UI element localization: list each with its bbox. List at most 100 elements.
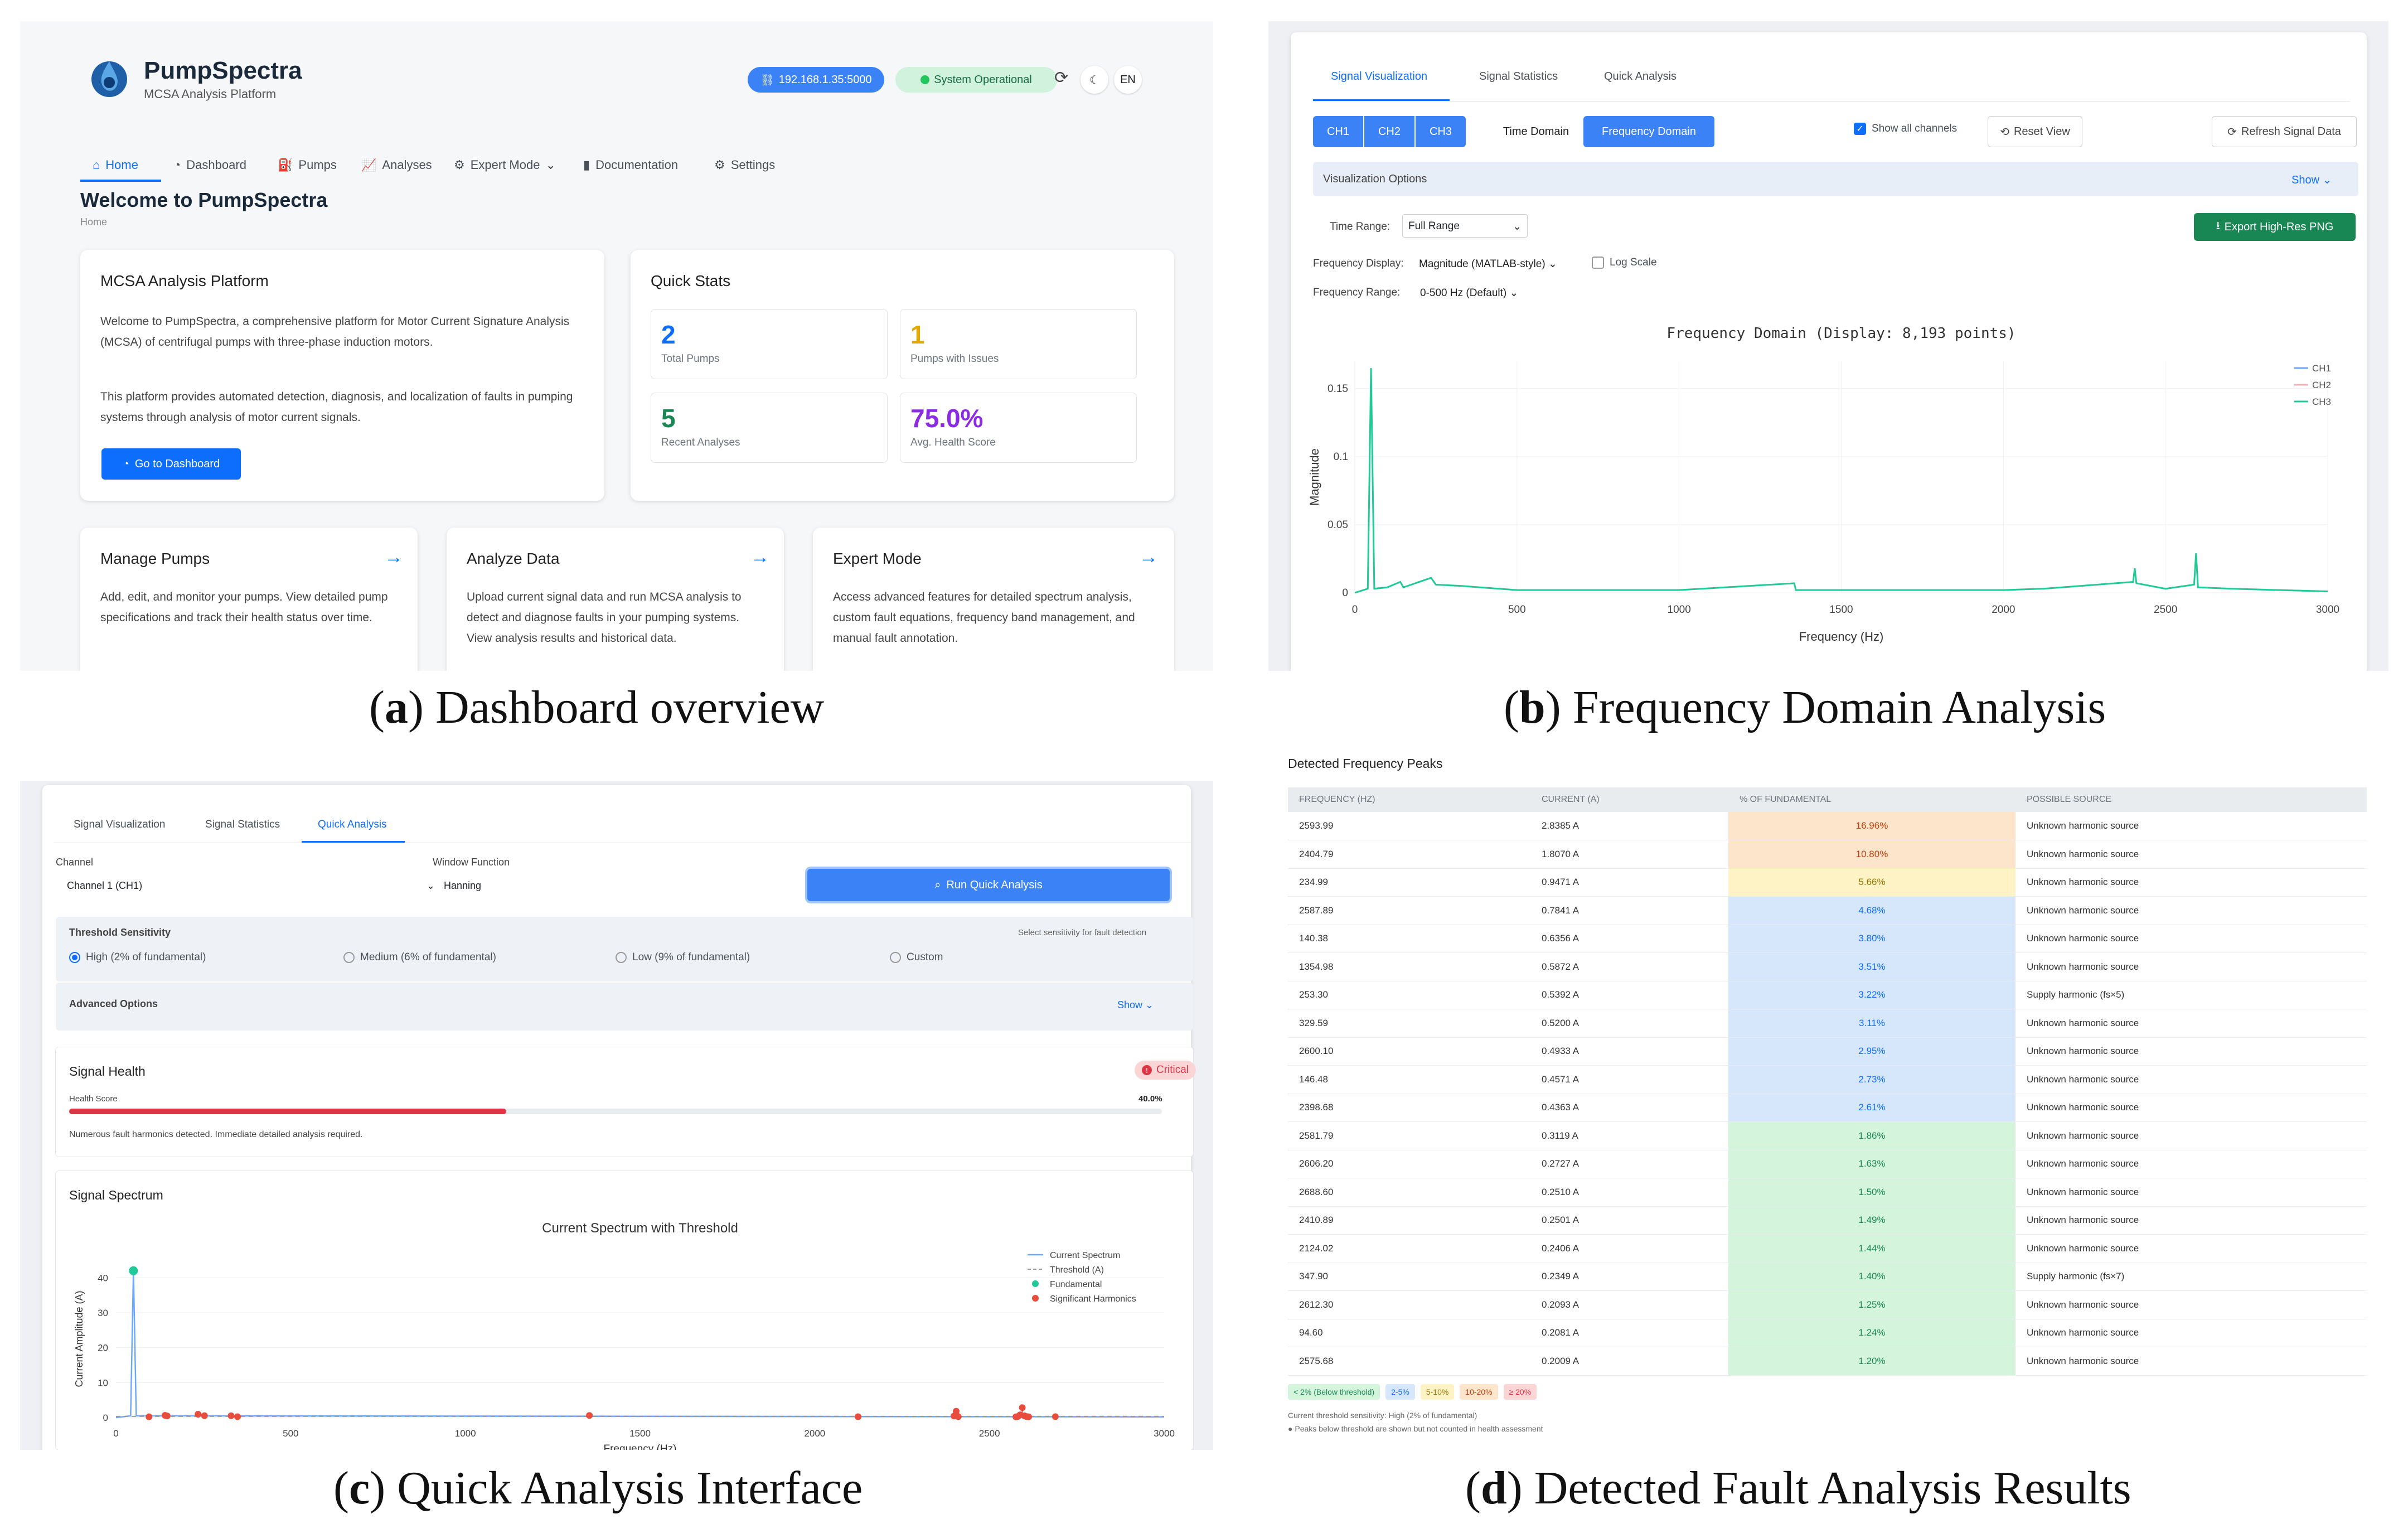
cell-current: 0.9471 A — [1530, 868, 1728, 897]
show-all-channels-checkbox[interactable]: ✓ Show all channels — [1854, 123, 1957, 135]
nav-analyses[interactable]: 📈 Analyses — [361, 158, 432, 172]
frequency-domain-chart[interactable]: Frequency Domain (Display: 8,193 points)… — [1302, 311, 2367, 668]
frequency-domain-button[interactable]: Frequency Domain — [1583, 116, 1714, 147]
dark-mode-toggle[interactable]: ☾ — [1081, 66, 1108, 94]
col-current: CURRENT (A) — [1530, 787, 1728, 812]
channel-ch2-button[interactable]: CH2 — [1364, 116, 1414, 147]
threshold-custom-radio[interactable]: Custom — [890, 951, 943, 964]
time-domain-button[interactable]: Time Domain — [1503, 125, 1569, 138]
x-axis-label: Frequency (Hz) — [1799, 630, 1884, 644]
threshold-high-radio[interactable]: High (2% of fundamental) — [69, 951, 206, 964]
time-range-label: Time Range: — [1330, 221, 1390, 233]
stat-label: Total Pumps — [661, 353, 720, 365]
language-toggle[interactable]: EN — [1114, 66, 1142, 94]
threshold-medium-radio[interactable]: Medium (6% of fundamental) — [343, 951, 496, 964]
nav-documentation[interactable]: ▮ Documentation — [583, 158, 679, 172]
cell-source: Supply harmonic (fs×5) — [2015, 981, 2367, 1009]
nav-home[interactable]: ⌂ Home — [93, 158, 138, 172]
advanced-options-label: Advanced Options — [69, 998, 158, 1009]
nav-expert-mode[interactable]: ⚙ Expert Mode ⌄ — [454, 158, 556, 172]
cell-percent: 5.66% — [1728, 868, 2015, 897]
channel-ch1-button[interactable]: CH1 — [1313, 116, 1363, 147]
threshold-title: Threshold Sensitivity — [69, 927, 171, 938]
cell-current: 0.2510 A — [1530, 1178, 1728, 1207]
log-scale-checkbox[interactable]: Log Scale — [1592, 257, 1657, 269]
advanced-show-toggle[interactable]: Show ⌄ — [1117, 999, 1154, 1010]
feature-card-analyze[interactable]: Analyze Data → Upload current signal dat… — [447, 528, 784, 671]
platform-card: MCSA Analysis Platform Welcome to PumpSp… — [80, 250, 604, 501]
reset-view-button[interactable]: ⟲ Reset View — [1988, 116, 2082, 147]
table-row: 347.90 0.2349 A 1.40% Supply harmonic (fs×7… — [1288, 1263, 2367, 1291]
window-select[interactable]: Hanning⌄ — [433, 872, 817, 900]
severity-legend: < 2% (Below threshold) 2-5% 5-10% 10-20% ≥ 2… — [1288, 1384, 1537, 1400]
table-row: 2688.60 0.2510 A 1.50% Unknown harmonic sou… — [1288, 1178, 2367, 1207]
refresh-icon[interactable]: ⟳ — [1054, 69, 1069, 87]
table-row: 94.60 0.2081 A 1.24% Unknown harmonic sourc… — [1288, 1319, 2367, 1347]
nav-pumps[interactable]: ⛽ Pumps — [278, 158, 337, 172]
harmonic-point — [955, 1413, 962, 1420]
channel-select[interactable]: Channel 1 (CH1) ⌄ — [67, 880, 435, 891]
tab-signal-statistics[interactable]: Signal Statistics — [1479, 70, 1558, 83]
legend-label: Threshold (A) — [1050, 1265, 1104, 1275]
tab-quick-analysis[interactable]: Quick Analysis — [318, 819, 387, 830]
table-row: 2410.89 0.2501 A 1.49% Unknown harmonic sou… — [1288, 1206, 2367, 1235]
info-icon: ● — [1288, 1424, 1293, 1433]
network-icon: ⛓ — [760, 74, 774, 86]
run-quick-analysis-button[interactable]: ⌕ Run Quick Analysis — [807, 869, 1170, 901]
threshold-low-radio[interactable]: Low (9% of fundamental) — [616, 951, 750, 964]
harmonic-point — [1019, 1404, 1026, 1411]
quick-stats-card: Quick Stats 2 Total Pumps 1 Pumps with I… — [631, 250, 1174, 501]
feature-title: Manage Pumps — [100, 550, 210, 567]
health-message: Numerous fault harmonics detected. Immed… — [69, 1130, 363, 1139]
tab-quick-analysis[interactable]: Quick Analysis — [1604, 70, 1677, 83]
stat-recent-analyses: 5 Recent Analyses — [651, 393, 888, 463]
breadcrumb[interactable]: Home — [80, 216, 108, 228]
table-row: 1354.98 0.5872 A 3.51% Unknown harmonic sou… — [1288, 952, 2367, 981]
freq-display-select[interactable]: Magnitude (MATLAB-style) ⌄ — [1419, 258, 1557, 270]
cell-current: 0.2501 A — [1530, 1206, 1728, 1235]
feature-card-pumps[interactable]: Manage Pumps → Add, edit, and monitor yo… — [80, 528, 418, 671]
time-range-select[interactable]: Full Range ⌄ — [1402, 214, 1528, 238]
spectrum-line — [115, 1270, 1165, 1419]
go-to-dashboard-button[interactable]: ◔ Go to Dashboard — [101, 448, 241, 480]
x-tick-label: 1000 — [455, 1428, 476, 1439]
search-icon: ⌕ — [934, 878, 941, 891]
table-row: 253.30 0.5392 A 3.22% Supply harmonic (fs×5… — [1288, 981, 2367, 1009]
status-badge: System Operational — [895, 67, 1057, 93]
harmonic-point — [201, 1412, 208, 1419]
tab-signal-visualization[interactable]: Signal Visualization — [74, 819, 166, 830]
tab-signal-statistics[interactable]: Signal Statistics — [205, 819, 280, 830]
table-row: 2593.99 2.8385 A 16.96% Unknown harmonic so… — [1288, 812, 2367, 840]
health-score-value: 40.0% — [1138, 1094, 1162, 1104]
current-spectrum-chart[interactable]: Current Spectrum with Threshold 0 10 20 30 40… — [56, 1210, 1193, 1450]
x-tick-label: 500 — [1508, 604, 1526, 616]
cell-source: Unknown harmonic source — [2015, 925, 2367, 953]
arrow-right-icon[interactable]: → — [1139, 546, 1158, 568]
feature-title: Expert Mode — [833, 550, 922, 567]
cell-source: Unknown harmonic source — [2015, 1150, 2367, 1178]
cell-frequency: 2600.10 — [1288, 1037, 1530, 1066]
nav-settings[interactable]: ⚙ Settings — [714, 158, 776, 172]
nav-dashboard[interactable]: ◔ Dashboard — [173, 158, 246, 172]
export-png-button[interactable]: ⭳ Export High-Res PNG — [2194, 213, 2356, 241]
freq-range-select[interactable]: 0-500 Hz (Default) ⌄ — [1420, 287, 1519, 299]
tab-signal-visualization[interactable]: Signal Visualization — [1331, 70, 1428, 83]
feature-card-expert[interactable]: Expert Mode → Access advanced features f… — [813, 528, 1174, 671]
legend-label: CH1 — [2312, 363, 2331, 374]
table-row: 140.38 0.6356 A 3.80% Unknown harmonic sour… — [1288, 925, 2367, 953]
cell-current: 0.5872 A — [1530, 952, 1728, 981]
radio-icon — [890, 952, 901, 963]
table-row: 2404.79 1.8070 A 10.80% Unknown harmonic so… — [1288, 840, 2367, 869]
arrow-right-icon[interactable]: → — [750, 546, 769, 568]
table-row: 2606.20 0.2727 A 1.63% Unknown harmonic sou… — [1288, 1150, 2367, 1178]
arrow-right-icon[interactable]: → — [384, 546, 403, 568]
y-tick-label: 10 — [98, 1377, 108, 1388]
cell-frequency: 253.30 — [1288, 981, 1530, 1009]
feature-text: Upload current signal data and run MCSA … — [467, 591, 742, 645]
channel-ch3-button[interactable]: CH3 — [1416, 116, 1466, 147]
legend-label: CH2 — [2312, 380, 2331, 390]
alert-icon: ! — [1141, 1065, 1152, 1075]
brand-name[interactable]: PumpSpectra — [144, 57, 302, 84]
refresh-signal-button[interactable]: ⟳ Refresh Signal Data — [2212, 116, 2357, 147]
show-options-toggle[interactable]: Show ⌄ — [2291, 174, 2332, 186]
